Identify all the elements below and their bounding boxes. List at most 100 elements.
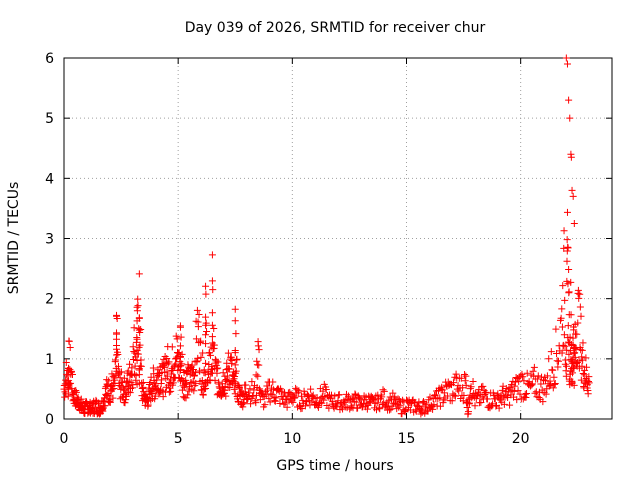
data-point [554,363,562,371]
data-point [176,323,184,331]
data-point [534,372,542,380]
data-point [64,392,72,400]
data-point [576,290,584,298]
data-point [307,385,315,393]
data-point [569,369,577,377]
data-point [530,363,538,371]
data-point [139,379,147,386]
data-point [563,257,571,265]
data-point [513,396,521,404]
data-point [252,399,260,407]
data-point [72,388,80,396]
data-point [551,379,559,387]
data-point [281,399,289,407]
data-point [202,319,210,327]
data-point [570,219,578,227]
data-point [289,398,297,406]
data-point [565,350,573,358]
data-point [576,303,584,311]
data-point [254,342,262,350]
data-point [563,60,571,68]
data-point [146,378,154,386]
data-point [192,379,200,387]
data-point [158,376,166,384]
data-point [249,392,257,400]
data-point [117,368,125,376]
data-point [122,392,130,400]
data-point [128,364,136,372]
data-point [67,379,75,387]
data-point [176,342,184,350]
data-point [231,305,239,313]
data-point [191,369,199,377]
data-point [113,311,121,319]
data-point [202,331,210,339]
data-point [68,371,76,379]
data-point [62,359,70,367]
data-point [521,390,529,398]
data-point [558,323,566,331]
data-point [163,372,171,380]
data-point [558,349,566,357]
data-point [248,378,256,386]
data-point [510,387,518,395]
data-point [431,391,439,399]
data-point [379,386,387,394]
data-point [575,357,583,365]
data-point [520,377,528,385]
data-point [235,384,243,392]
data-point [255,361,263,369]
data-point [578,362,586,370]
data-point [331,392,339,400]
data-point [327,391,335,399]
data-point [232,330,240,338]
data-point [352,398,360,406]
data-point [549,366,557,374]
data-point [202,359,210,367]
data-point [129,343,137,351]
data-point [151,392,159,400]
data-point [436,402,444,410]
data-point [280,400,288,408]
data-point [375,404,383,412]
x-axis: 0 5 10 15 20 [60,58,530,447]
data-point [224,349,232,357]
plot-frame [63,57,613,420]
data-point [567,356,575,364]
x-tick-label: 10 [283,431,301,447]
data-point [573,330,581,338]
data-point [562,362,570,370]
data-point [199,391,207,399]
data-point [114,350,122,358]
data-point [558,305,566,313]
y-tick-label: 5 [45,111,54,127]
data-point [559,282,567,290]
data-point [173,335,181,343]
data-point [113,315,121,323]
data-point [418,405,426,413]
data-point [452,370,460,378]
data-point [137,326,145,334]
data-point [577,346,585,354]
data-point [563,236,571,244]
data-point [133,335,141,343]
data-point [136,341,144,349]
data-point [561,296,569,304]
data-point [559,341,567,349]
data-point [519,373,527,381]
data-point [202,340,210,348]
data-point [106,398,114,406]
data-point [232,367,240,375]
data-point [110,385,118,393]
chart-title: Day 039 of 2026, SRMTID for receiver chu… [185,20,486,36]
data-point [373,399,381,407]
data-point [543,372,551,380]
data-point [561,342,569,350]
data-point [565,266,573,274]
x-tick-label: 15 [398,431,416,447]
data-point [133,307,141,315]
data-point [182,394,190,402]
data-point [570,326,578,334]
data-point [131,353,139,361]
